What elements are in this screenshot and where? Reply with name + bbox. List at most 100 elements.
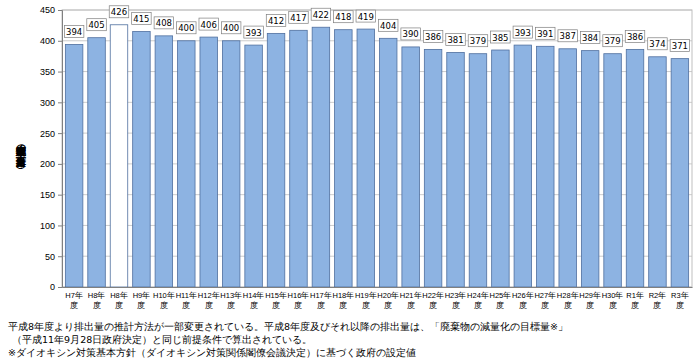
bar <box>335 30 353 287</box>
y-tick-label: 50 <box>45 252 55 262</box>
x-tick-label: H25年度 <box>490 291 512 309</box>
bar <box>514 45 532 287</box>
bar <box>671 59 689 287</box>
y-tick-mark <box>58 10 62 11</box>
data-label-box <box>199 18 219 30</box>
x-tick: H28年度 <box>557 287 579 310</box>
x-tick: H11年度 <box>176 287 197 310</box>
data-label: 426 <box>111 7 127 17</box>
data-label-box <box>356 10 376 22</box>
x-tick-label: H15年度 <box>265 291 287 309</box>
x-tick: H14年度 <box>243 287 265 310</box>
x-tick: H24年度 <box>467 287 489 310</box>
y-tick-label: 250 <box>40 128 55 138</box>
data-label-box <box>221 22 241 34</box>
x-tick-label: H16年度 <box>288 291 310 309</box>
data-label-box <box>266 14 286 26</box>
bar <box>267 33 285 287</box>
y-tick-label: 400 <box>40 36 55 46</box>
x-tick-label: R1年度 <box>626 291 644 309</box>
data-label: 400 <box>223 23 239 33</box>
data-label: 408 <box>156 18 172 28</box>
x-tick-label: H30年度 <box>602 291 624 309</box>
y-tick: 300 <box>40 98 62 108</box>
x-tick: H12年度 <box>198 287 220 310</box>
x-tick-label: H22年度 <box>422 291 444 309</box>
bar <box>290 30 308 287</box>
bar <box>379 38 397 287</box>
data-label: 384 <box>582 33 598 43</box>
x-tick-label: H13年度 <box>220 291 242 309</box>
bar <box>155 36 173 287</box>
x-tick: H27年度 <box>534 287 556 310</box>
bar <box>402 47 420 287</box>
bars <box>65 25 688 287</box>
x-tick-label: H20年度 <box>377 291 399 309</box>
x-tick-label: H8年度 <box>88 291 106 309</box>
data-label: 379 <box>470 36 486 46</box>
bar <box>604 54 622 287</box>
data-label-box <box>491 31 511 43</box>
bar <box>222 41 240 287</box>
data-label-box <box>468 35 488 47</box>
data-label-box <box>154 17 174 29</box>
x-tick: H8年度 <box>110 287 128 310</box>
bar <box>312 27 330 287</box>
data-label: 412 <box>268 16 284 26</box>
data-label-box <box>423 30 443 42</box>
y-axis-line <box>58 11 63 288</box>
y-tick-label: 300 <box>40 98 55 108</box>
data-label: 391 <box>537 29 553 39</box>
data-label-box <box>177 22 197 34</box>
bar <box>537 46 555 287</box>
x-tick: H29年度 <box>579 287 601 310</box>
x-tick: H20年度 <box>377 287 399 310</box>
data-label: 422 <box>313 10 329 20</box>
y-tick-mark <box>58 256 62 257</box>
x-tick-label: H23年度 <box>445 291 467 309</box>
data-label-box <box>536 27 556 39</box>
y-axis-title: 産業廃棄物の排出量（百万ｔ） <box>15 138 26 170</box>
footnote: ※ダイオキシン対策基本方針（ダイオキシン対策関係閣僚会議決定）に基づく政府の設定… <box>8 347 416 358</box>
data-label: 379 <box>604 36 620 46</box>
data-label: 394 <box>66 27 82 37</box>
x-tick: H19年度 <box>355 287 377 310</box>
x-tick: H15年度 <box>265 287 287 310</box>
x-tick-label: H17年度 <box>310 291 332 309</box>
bar <box>133 32 151 287</box>
x-tick: R2年度 <box>649 287 667 310</box>
x-tick-label: H19年度 <box>355 291 377 309</box>
data-label-box <box>378 19 398 31</box>
data-label: 390 <box>403 29 419 39</box>
footnote: （平成11年9月28日政府決定）と同じ前提条件で算出されている。 <box>12 334 312 345</box>
x-tick: H16年度 <box>288 287 310 310</box>
data-label: 404 <box>380 21 396 31</box>
data-label-box <box>670 40 690 52</box>
data-label-box <box>87 19 107 31</box>
y-tick: 0 <box>50 282 62 292</box>
bar <box>245 45 263 287</box>
x-tick-label: R3年度 <box>671 291 689 309</box>
data-label-box <box>648 38 668 50</box>
data-label: 386 <box>425 32 441 42</box>
data-label: 374 <box>649 39 665 49</box>
bar <box>88 38 106 287</box>
data-label: 415 <box>133 14 149 24</box>
grid-line <box>62 10 692 11</box>
y-tick: 250 <box>40 128 62 138</box>
grid <box>62 10 692 287</box>
data-label-box <box>132 13 152 25</box>
bar <box>447 52 465 287</box>
data-label: 400 <box>178 23 194 33</box>
data-label: 418 <box>335 12 351 22</box>
x-tick: H18年度 <box>332 287 354 310</box>
y-tick-mark <box>58 195 62 196</box>
data-label: 386 <box>627 32 643 42</box>
bar <box>559 49 577 287</box>
plot-area: 050100150200250300350400450H7年度H8年度H8年度H… <box>40 5 693 309</box>
y-tick-label: 450 <box>40 5 55 15</box>
data-label: 385 <box>492 33 508 43</box>
bar <box>178 41 196 287</box>
y-tick-mark <box>58 287 62 288</box>
x-tick-label: H7年度 <box>65 291 83 309</box>
